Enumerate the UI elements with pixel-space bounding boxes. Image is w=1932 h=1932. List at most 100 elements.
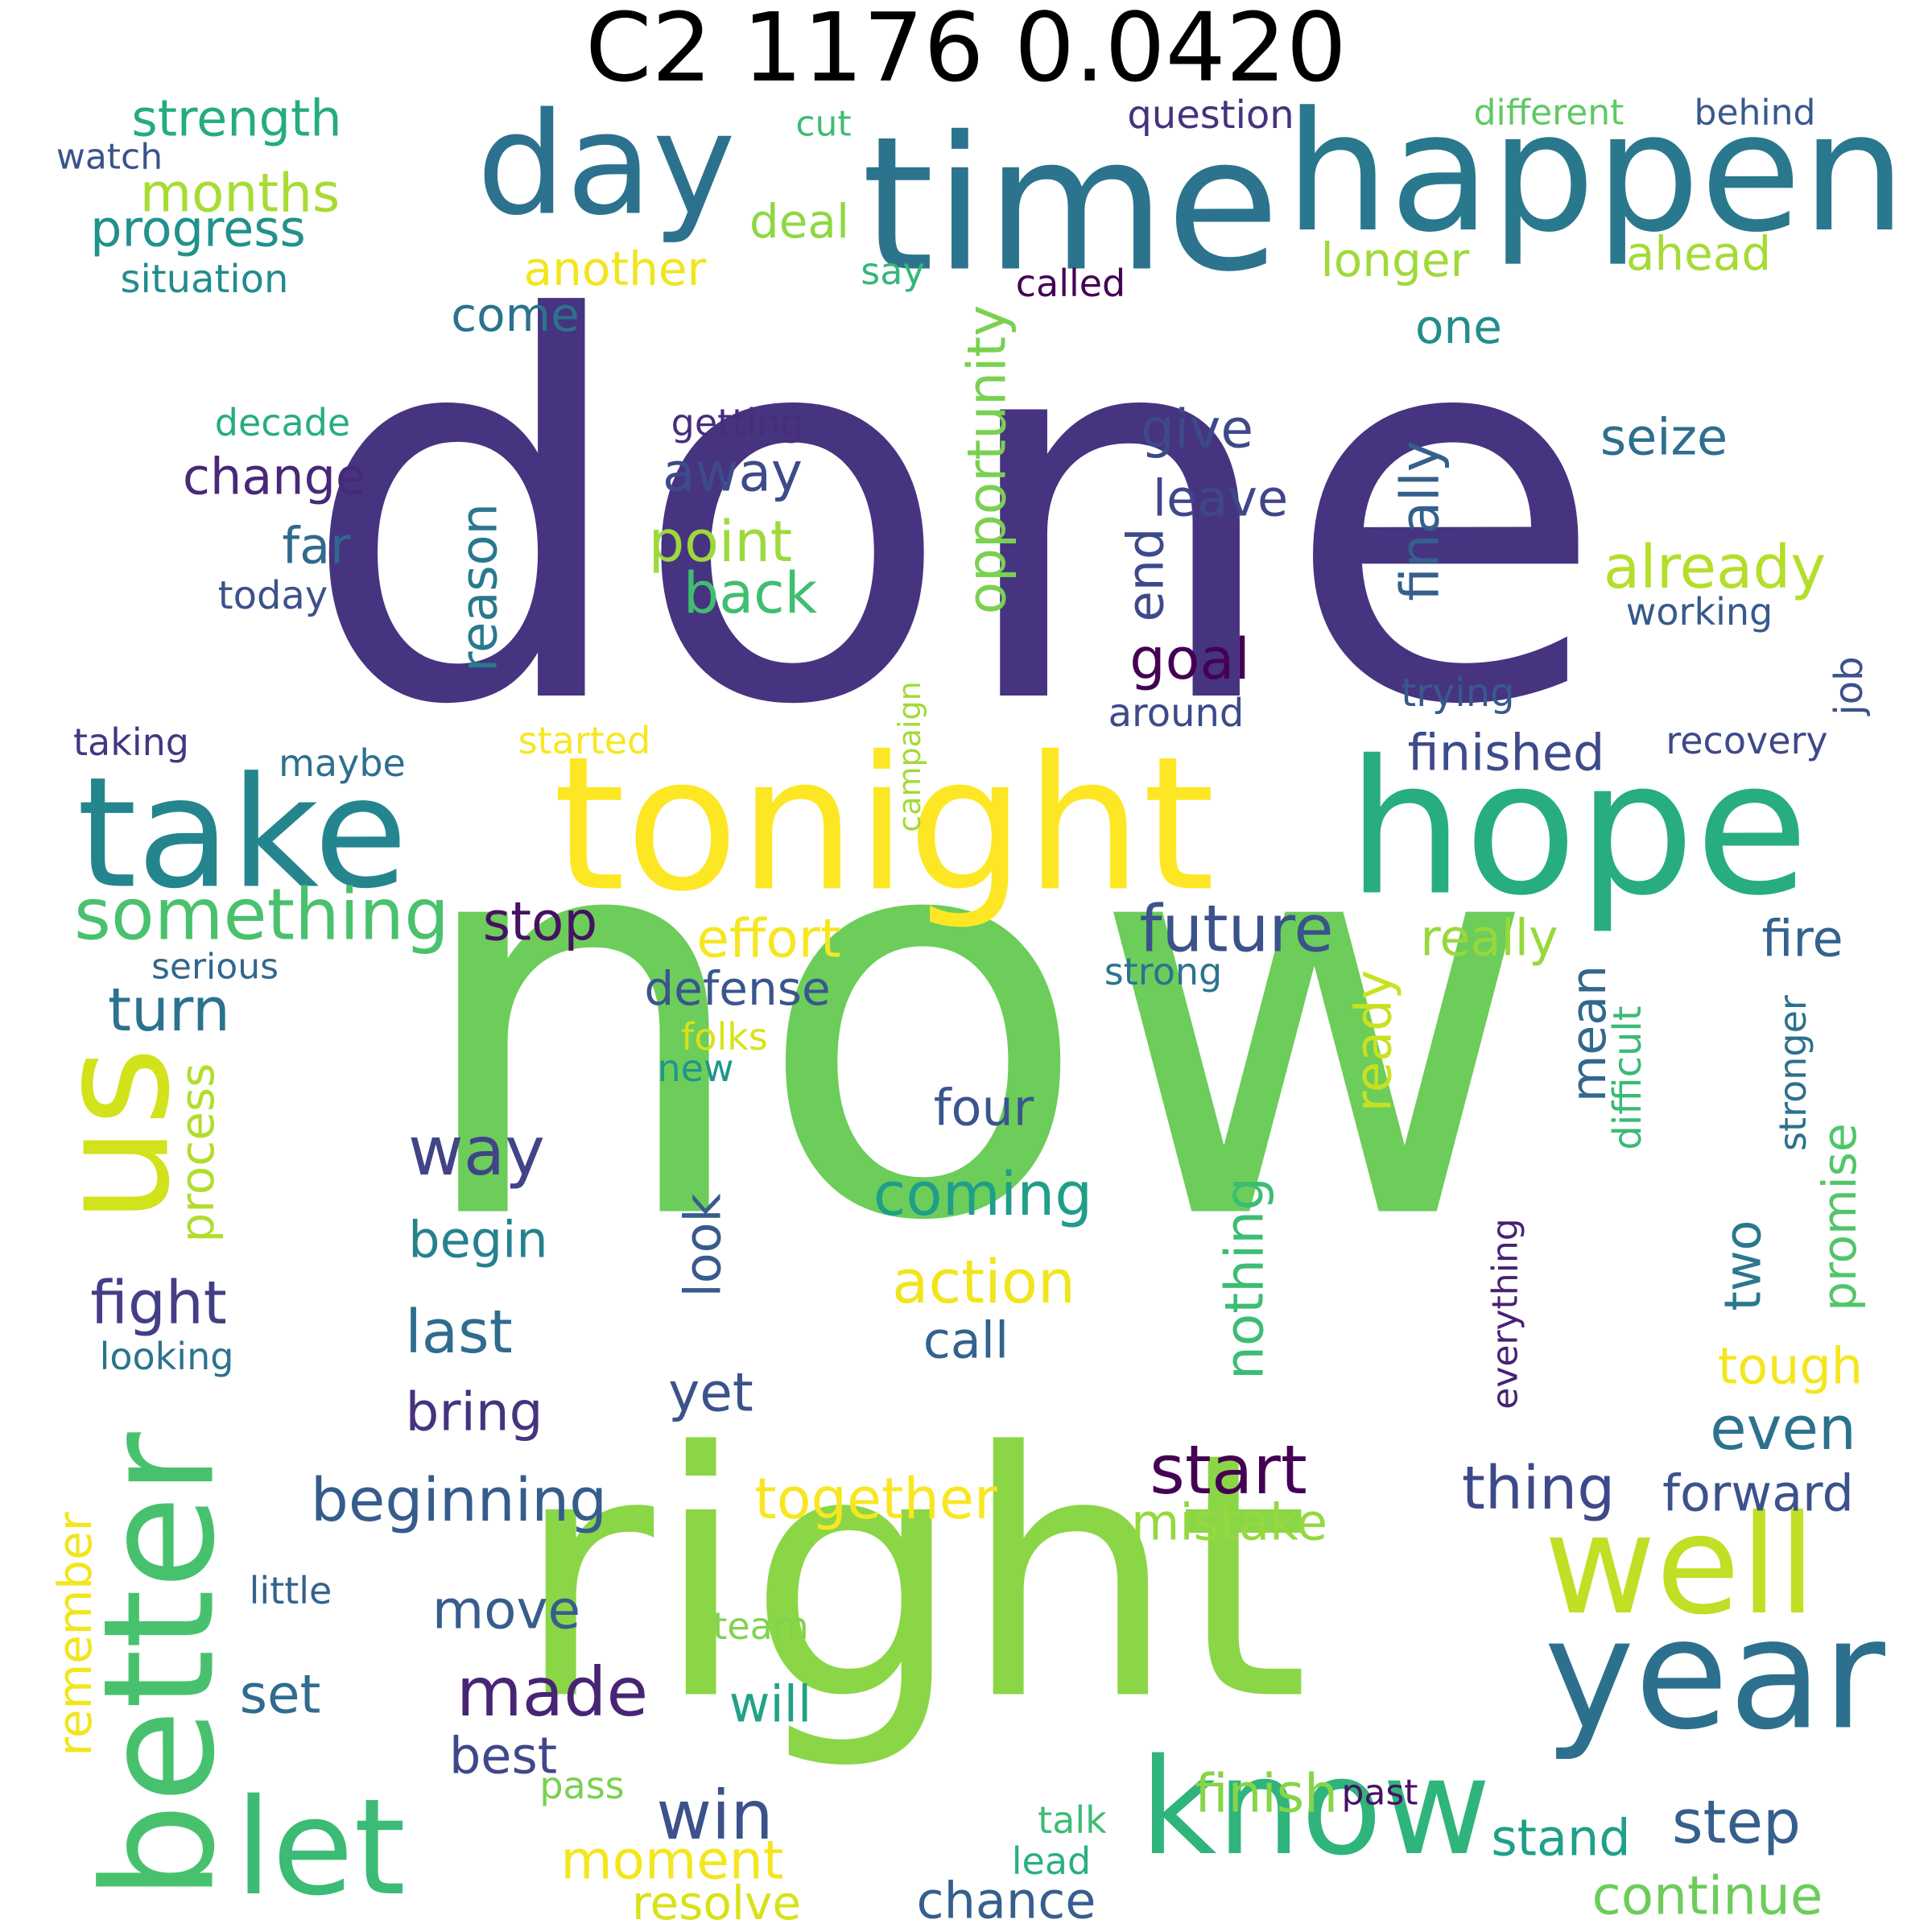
word-fire: fire	[1761, 910, 1843, 968]
word-continue: continue	[1592, 1865, 1823, 1927]
word-moment: moment	[560, 1830, 783, 1892]
word-recovery: recovery	[1666, 719, 1827, 762]
word-situation: situation	[121, 257, 289, 302]
word-chance: chance	[917, 1872, 1096, 1930]
word-point: point	[649, 509, 793, 575]
word-little: little	[250, 1569, 332, 1612]
word-say: say	[861, 250, 924, 293]
word-mean: mean	[1561, 965, 1617, 1102]
word-made: made	[456, 1653, 648, 1732]
word-start: start	[1150, 1430, 1307, 1509]
word-another: another	[524, 242, 707, 296]
word-longer: longer	[1321, 233, 1470, 287]
word-step: step	[1672, 1788, 1801, 1857]
word-ready: ready	[1344, 970, 1403, 1112]
word-take: take	[76, 745, 407, 923]
word-day: day	[477, 84, 736, 247]
word-change: change	[183, 448, 366, 506]
word-us: us	[26, 1046, 204, 1223]
word-finally: finally	[1389, 440, 1451, 601]
title: C2 1176 0.0420	[585, 0, 1347, 103]
word-defense: defense	[644, 961, 830, 1016]
word-let: let	[235, 1770, 406, 1925]
word-pass: pass	[539, 1764, 624, 1807]
word-forward: forward	[1662, 1464, 1854, 1523]
word-effort: effort	[696, 908, 840, 970]
word-come: come	[451, 287, 580, 342]
word-call: call	[923, 1311, 1009, 1370]
word-team: team	[712, 1604, 808, 1648]
word-best: best	[449, 1727, 557, 1785]
word-tonight: tonight	[553, 718, 1216, 933]
word-beginning: beginning	[311, 1466, 607, 1535]
word-one: one	[1415, 299, 1502, 354]
word-yet: yet	[668, 1362, 753, 1424]
word-talk: talk	[1038, 1798, 1107, 1842]
word-working: working	[1626, 590, 1773, 634]
word-months: months	[140, 163, 341, 225]
word-campaign: campaign	[892, 681, 927, 832]
word-maybe: maybe	[279, 741, 406, 785]
word-back: back	[683, 560, 818, 626]
word-goal: goal	[1129, 626, 1250, 692]
word-set: set	[240, 1664, 321, 1726]
word-strength: strength	[131, 89, 341, 148]
word-stronger: stronger	[1771, 995, 1814, 1151]
word-difficult: difficult	[1605, 1005, 1650, 1150]
word-finish: finish	[1195, 1763, 1338, 1825]
word-nothing: nothing	[1214, 1177, 1276, 1380]
word-everything: everything	[1485, 1218, 1526, 1410]
word-future: future	[1139, 892, 1333, 967]
word-win: win	[656, 1776, 773, 1855]
word-action: action	[892, 1248, 1075, 1317]
word-remember: remember	[47, 1512, 102, 1756]
word-leave: leave	[1153, 469, 1288, 528]
word-looking: looking	[100, 1335, 234, 1378]
word-thing: thing	[1462, 1454, 1615, 1523]
word-fight: fight	[90, 1269, 227, 1338]
word-far: far	[282, 517, 351, 576]
word-now: now	[408, 704, 1538, 1341]
word-seize: seize	[1600, 408, 1728, 467]
word-decade: decade	[215, 401, 350, 444]
word-right: right	[515, 1381, 1310, 1775]
word-watch: watch	[56, 137, 163, 178]
word-well: well	[1544, 1486, 1816, 1645]
word-two: two	[1714, 1220, 1773, 1311]
word-taking: taking	[73, 720, 189, 764]
word-opportunity: opportunity	[956, 305, 1018, 615]
word-mistake: mistake	[1131, 1493, 1327, 1552]
word-serious: serious	[151, 947, 279, 988]
word-move: move	[432, 1579, 580, 1641]
word-turn: turn	[108, 976, 230, 1045]
word-tough: tough	[1718, 1337, 1863, 1396]
word-trying: trying	[1401, 671, 1514, 716]
word-called: called	[1016, 262, 1126, 305]
word-started: started	[518, 719, 651, 762]
word-job: job	[1827, 656, 1872, 716]
word-already: already	[1604, 533, 1826, 602]
word-different: different	[1474, 93, 1624, 134]
word-promise: promise	[1812, 1123, 1867, 1311]
word-really: really	[1420, 909, 1558, 968]
word-away: away	[663, 442, 803, 504]
word-progress: progress	[90, 200, 306, 258]
word-way: way	[408, 1112, 545, 1191]
word-getting: getting	[671, 401, 804, 444]
word-together: together	[754, 1466, 997, 1532]
word-process: process	[170, 1063, 225, 1243]
word-look: look	[674, 1193, 733, 1297]
word-coming: coming	[873, 1160, 1092, 1229]
word-something: something	[74, 873, 449, 956]
word-begin: begin	[408, 1211, 547, 1269]
word-four: four	[934, 1079, 1034, 1137]
word-will: will	[729, 1675, 811, 1734]
word-new: new	[657, 1046, 733, 1090]
word-stop: stop	[483, 891, 598, 953]
word-cut: cut	[795, 104, 851, 145]
word-last: last	[405, 1298, 512, 1367]
word-lead: lead	[1012, 1839, 1091, 1883]
word-stand: stand	[1491, 1809, 1630, 1868]
word-happen: happen	[1285, 77, 1906, 269]
word-deal: deal	[749, 194, 849, 249]
